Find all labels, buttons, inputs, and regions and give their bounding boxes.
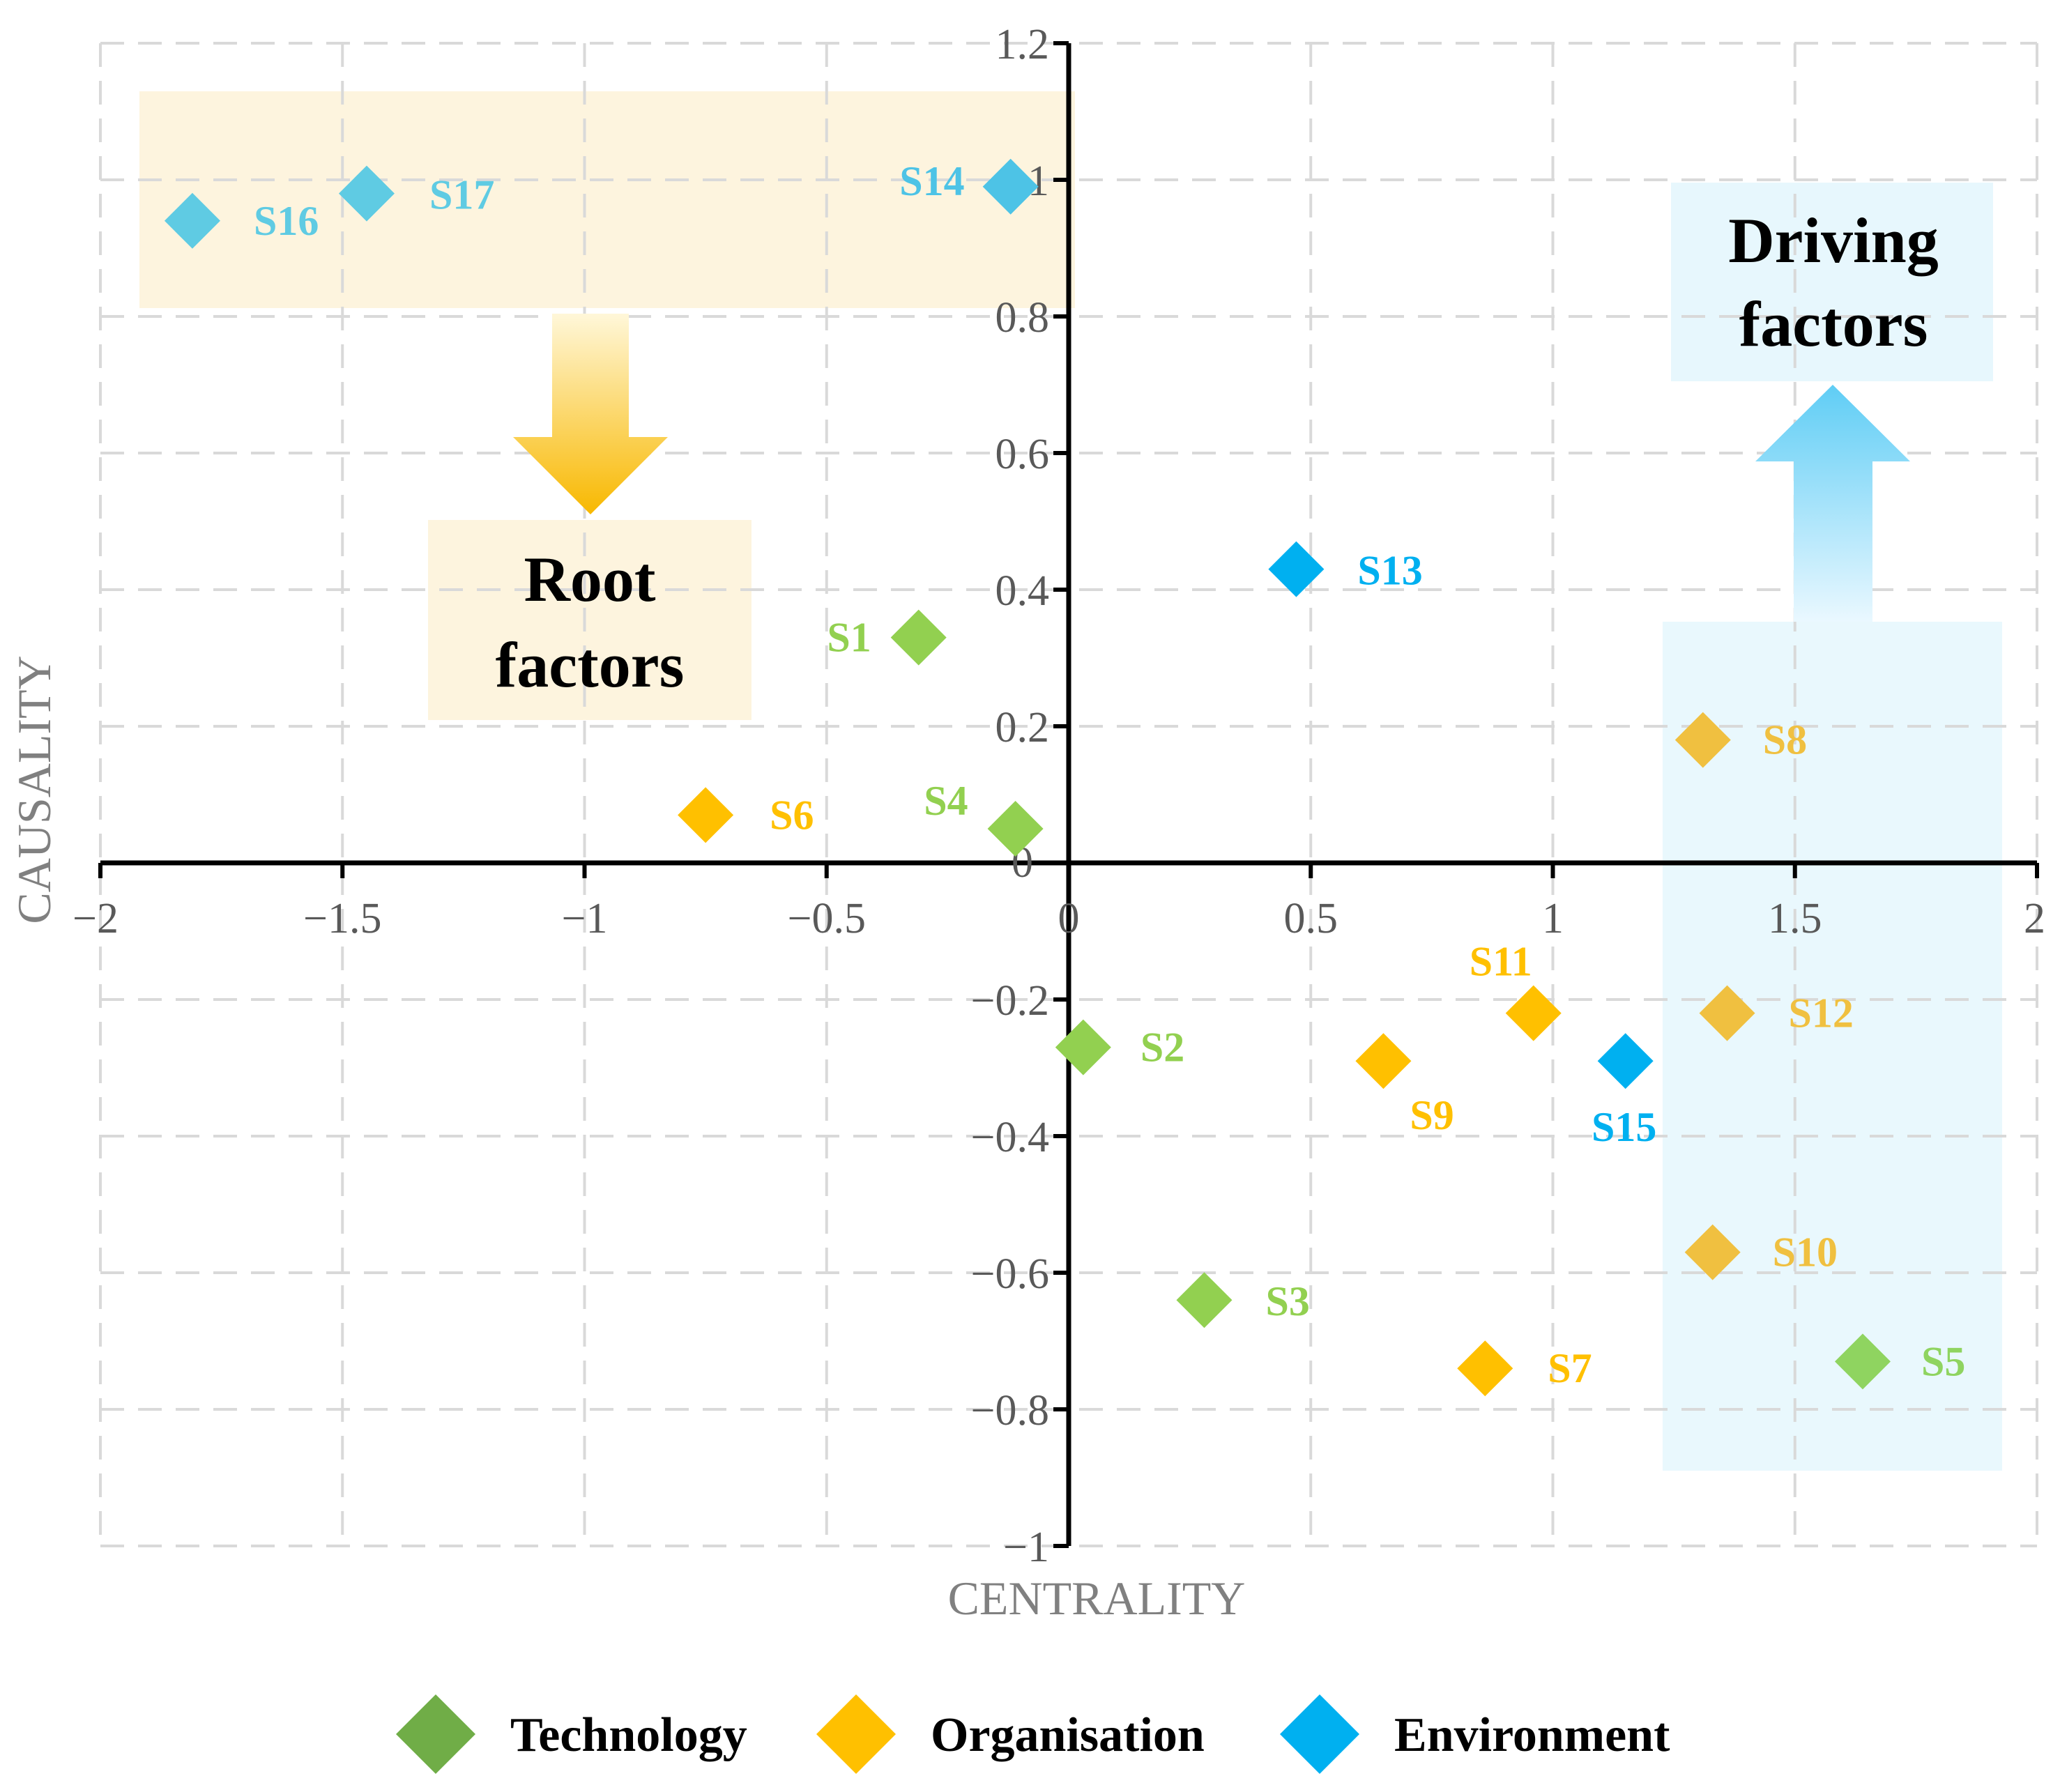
point-marker-s13 [1268,541,1325,597]
point-label-s11: S11 [1470,939,1532,985]
point-marker-s15 [1597,1033,1654,1089]
point-label-s1: S1 [827,615,871,661]
x-tick-label: 2 [2024,895,2045,942]
driving-factors-label-box [1671,183,1993,381]
point-label-s16: S16 [254,198,319,244]
y-tick-label: 0.6 [995,431,1050,478]
point-label-s10: S10 [1773,1230,1838,1276]
x-tick-label: 0 [1058,895,1080,942]
data-points: S1 S2 S3 S4 S5 S6 S7 S8 S9 S10 S11 S12 S13 S14 S15 S16 S… [164,158,1965,1397]
point-label-s15: S15 [1592,1104,1656,1150]
point-marker-s9 [1355,1033,1412,1089]
legend-environment-marker [1280,1694,1359,1774]
y-tick-label: 0.4 [995,567,1050,615]
y-tick-label: 0.8 [995,294,1050,342]
root-factors-label-line2: factors [496,629,685,700]
legend-organisation-label: Organisation [931,1708,1205,1762]
point-label-s8: S8 [1763,717,1807,763]
root-factors-region [139,91,1075,308]
y-tick-label: −1 [1003,1524,1049,1571]
legend: Technology Organisation Environment [396,1694,1670,1774]
x-tick-label: −0.5 [788,895,866,942]
legend-technology-marker [396,1694,475,1774]
point-marker-s7 [1457,1340,1513,1397]
point-label-s14: S14 [899,158,964,204]
point-label-s13: S13 [1357,548,1422,594]
x-tick-label: 0.5 [1284,895,1338,942]
x-tick-label: −1 [562,895,608,942]
x-tick-label: −1.5 [303,895,381,942]
point-marker-s10 [1684,1224,1741,1280]
point-label-s12: S12 [1789,990,1854,1036]
point-marker-s14 [982,158,1039,215]
x-tick-label: −2 [73,895,119,942]
point-label-s6: S6 [770,792,814,838]
point-label-s17: S17 [429,172,494,218]
point-marker-s4 [987,801,1044,857]
driving-factors-label-line1: Driving [1728,205,1939,276]
point-marker-s8 [1674,712,1731,768]
y-tick-label: −0.6 [971,1250,1049,1298]
point-marker-s2 [1055,1019,1111,1075]
point-marker-s3 [1176,1272,1233,1328]
y-tick-label: −0.4 [971,1114,1049,1161]
tick-labels: −2 −1.5 −1 −0.5 0 0.5 1 1.5 21.210.80.60.40.20−0… [73,21,2045,1571]
y-tick-label: −0.2 [971,977,1049,1025]
axes [98,41,2039,1548]
x-tick-label: 1.5 [1768,895,1822,942]
highlight-regions [139,91,2002,1471]
driving-factors-region [1663,622,2002,1471]
point-marker-s6 [678,787,734,843]
legend-technology-label: Technology [510,1708,747,1762]
point-marker-s16 [164,192,220,249]
point-marker-s1 [890,609,947,666]
legend-organisation-marker [816,1694,896,1774]
root-factors-label-line1: Root [524,544,655,615]
point-marker-s17 [338,165,395,222]
point-label-s5: S5 [1921,1338,1965,1384]
point-label-s9: S9 [1410,1092,1454,1138]
point-marker-s11 [1505,985,1562,1041]
legend-environment-label: Environment [1394,1708,1670,1762]
point-label-s7: S7 [1548,1345,1592,1391]
root-factors-arrow [513,314,668,514]
point-marker-s12 [1699,985,1755,1041]
driving-factors-arrow [1755,385,1910,622]
x-tick-label: 1 [1542,895,1564,942]
y-tick-label: 1.2 [995,21,1050,68]
point-label-s2: S2 [1140,1025,1184,1071]
y-axis-title: CAUSALITY [8,655,61,924]
y-tick-label: −0.8 [971,1387,1049,1434]
point-label-s4: S4 [924,778,968,824]
y-tick-label: 0.2 [995,704,1050,751]
point-marker-s5 [1834,1333,1891,1390]
root-factors-label-box [428,520,751,720]
driving-factors-label-line2: factors [1739,289,1928,360]
point-label-s3: S3 [1265,1278,1309,1324]
x-axis-title: CENTRALITY [948,1572,1246,1625]
